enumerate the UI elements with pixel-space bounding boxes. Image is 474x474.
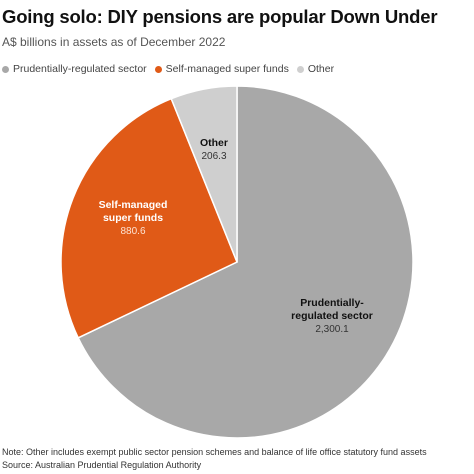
pie-slice-smsf [60, 97, 238, 339]
pie-slice-other [170, 85, 238, 263]
slice-value-smsf: 880.6 [120, 226, 145, 237]
legend-item-other: Other [296, 63, 335, 75]
legend: Prudentially-regulated sector Self-manag… [2, 63, 342, 75]
slice-label-other: Other [200, 137, 228, 149]
legend-label-other: Other [307, 63, 335, 75]
footnote: Note: Other includes exempt public secto… [2, 447, 427, 457]
legend-item-smsf: Self-managed super funds [154, 63, 289, 75]
slice-label-smsf: Self-managed [99, 199, 168, 211]
slice-label-prudential: Prudentially- [300, 297, 364, 309]
slice-value-prudential: 2,300.1 [315, 324, 349, 335]
legend-label-smsf: Self-managed super funds [165, 63, 289, 75]
legend-item-prudential: Prudentially-regulated sector [2, 63, 147, 75]
pie-slice-prudential [77, 85, 414, 439]
legend-label-prudential: Prudentially-regulated sector [13, 63, 147, 75]
slice-label-prudential: regulated sector [291, 310, 373, 322]
legend-swatch-other [296, 65, 304, 73]
legend-swatch-smsf [154, 65, 162, 73]
source-line: Source: Australian Prudential Regulation… [2, 460, 202, 470]
slice-label-smsf: super funds [103, 212, 163, 224]
slice-value-other: 206.3 [201, 151, 226, 162]
legend-swatch-prudential [2, 65, 9, 73]
chart-title: Going solo: DIY pensions are popular Dow… [2, 6, 438, 27]
chart-subtitle: A$ billions in assets as of December 202… [2, 35, 226, 49]
